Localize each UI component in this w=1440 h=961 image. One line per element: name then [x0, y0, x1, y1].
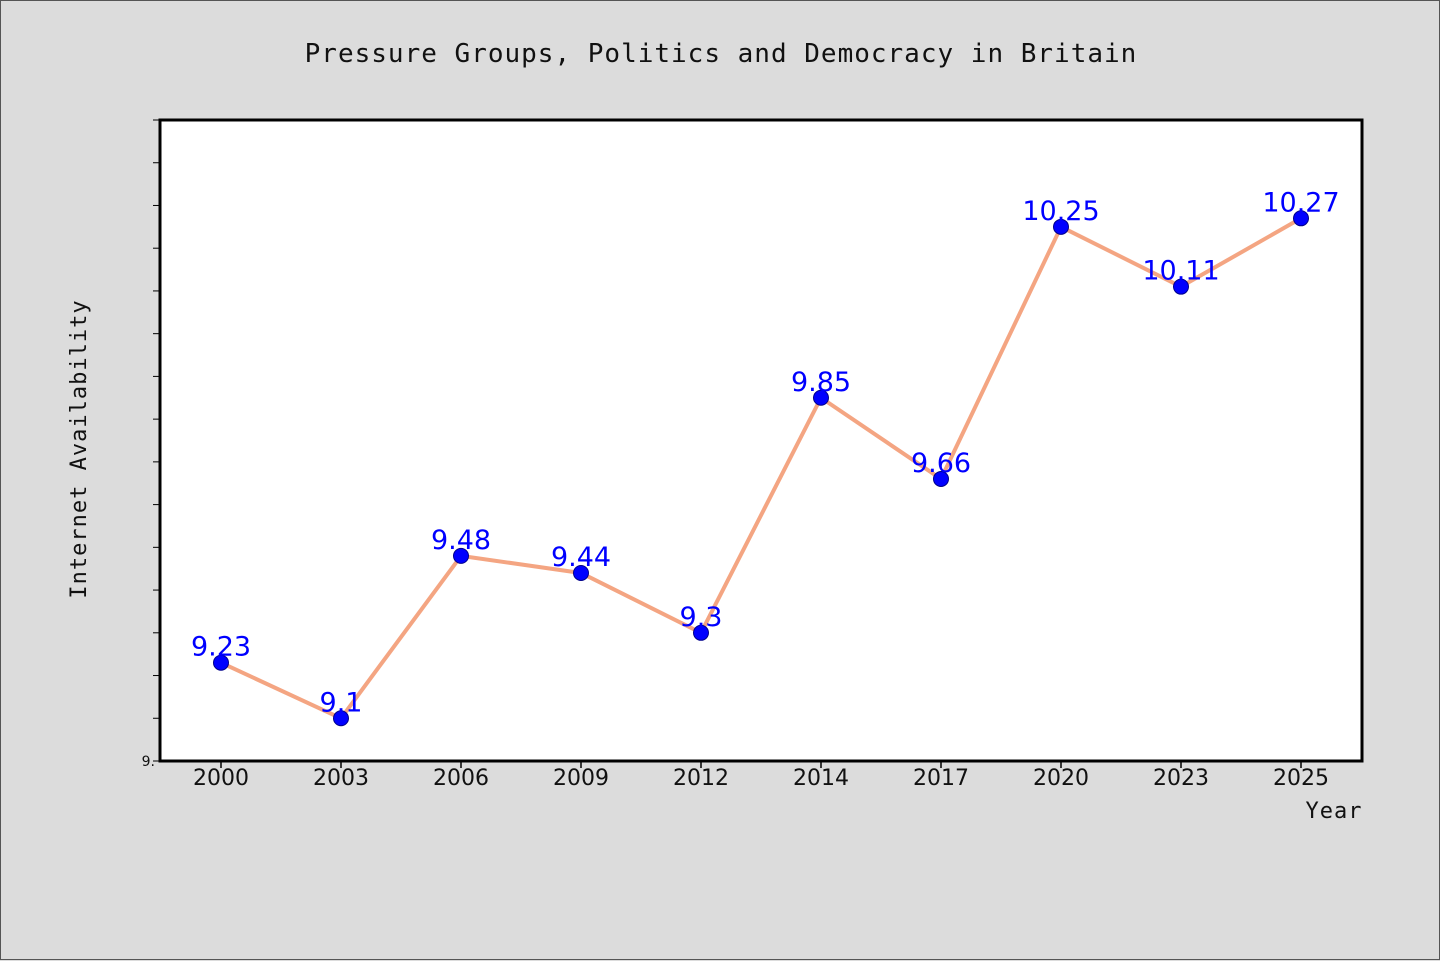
x-tick-label: 2020: [1033, 766, 1089, 791]
data-point: [453, 547, 469, 564]
series-line: [219, 216, 1303, 721]
x-tick-label: 2006: [433, 766, 489, 791]
data-label: 10.11: [1142, 256, 1219, 287]
y-axis-ticks: 9.: [142, 119, 159, 770]
data-point: [693, 624, 709, 641]
x-tick-label: 2003: [313, 766, 369, 791]
data-label: 10.25: [1022, 196, 1099, 227]
series-group: [213, 210, 1309, 727]
x-tick-label: 2014: [793, 766, 849, 791]
data-label: 9.3: [680, 602, 723, 633]
x-tick-label: 2023: [1153, 766, 1209, 791]
data-label: 9.23: [191, 632, 251, 663]
data-label: 9.66: [911, 448, 971, 479]
x-axis-label: Year: [1306, 799, 1363, 824]
data-point: [1173, 278, 1189, 295]
x-tick-label: 2012: [673, 766, 729, 791]
data-point: [213, 654, 229, 671]
y-axis-label: Internet Availability: [67, 299, 92, 598]
x-axis-ticks: 2000 2003 2006 2009 2012 2014 2017 2020 2023 2025: [193, 761, 1329, 791]
data-labels: 9.23 9.1 9.48 9.44 9.3 9.85 9.66 10.25 10.11 10.2…: [191, 187, 1340, 718]
data-point: [1053, 218, 1069, 235]
data-label: 9.48: [431, 525, 491, 556]
data-label: 9.44: [551, 542, 611, 573]
x-tick-label: 2009: [553, 766, 609, 791]
y-tick-label: 9.: [142, 754, 155, 770]
data-point: [813, 389, 829, 406]
plot-area: [158, 118, 1364, 763]
data-point: [333, 710, 349, 727]
chart-title: Pressure Groups, Politics and Democracy …: [305, 39, 1138, 69]
data-label: 9.85: [791, 367, 851, 398]
x-tick-label: 2000: [193, 766, 249, 791]
data-label: 10.27: [1262, 187, 1339, 218]
data-point: [933, 470, 949, 487]
x-tick-label: 2017: [913, 766, 969, 791]
data-label: 9.1: [320, 687, 363, 718]
data-point: [1293, 210, 1309, 227]
x-tick-label: 2025: [1273, 766, 1329, 791]
data-point: [573, 564, 589, 581]
